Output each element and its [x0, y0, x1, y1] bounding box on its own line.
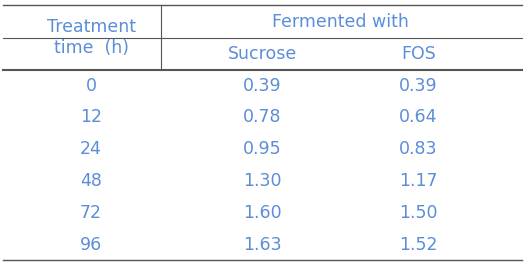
Text: 1.63: 1.63: [243, 236, 282, 254]
Text: 0: 0: [86, 76, 97, 94]
Text: 1.60: 1.60: [243, 204, 282, 222]
Text: FOS: FOS: [401, 45, 436, 63]
Text: 48: 48: [80, 172, 102, 190]
Text: 1.30: 1.30: [243, 172, 282, 190]
Text: 72: 72: [80, 204, 102, 222]
Text: 12: 12: [80, 108, 102, 126]
Text: Fermented with: Fermented with: [272, 13, 409, 31]
Text: 0.39: 0.39: [399, 76, 438, 94]
Text: 0.95: 0.95: [243, 140, 282, 158]
Text: Treatment
time  (h): Treatment time (h): [47, 18, 135, 57]
Text: 0.64: 0.64: [399, 108, 437, 126]
Text: 1.52: 1.52: [399, 236, 437, 254]
Text: Sucrose: Sucrose: [228, 45, 297, 63]
Text: 1.50: 1.50: [399, 204, 437, 222]
Text: 1.17: 1.17: [399, 172, 437, 190]
Text: 0.39: 0.39: [243, 76, 282, 94]
Text: 24: 24: [80, 140, 102, 158]
Text: 0.78: 0.78: [243, 108, 282, 126]
Text: 0.83: 0.83: [399, 140, 437, 158]
Text: 96: 96: [80, 236, 102, 254]
